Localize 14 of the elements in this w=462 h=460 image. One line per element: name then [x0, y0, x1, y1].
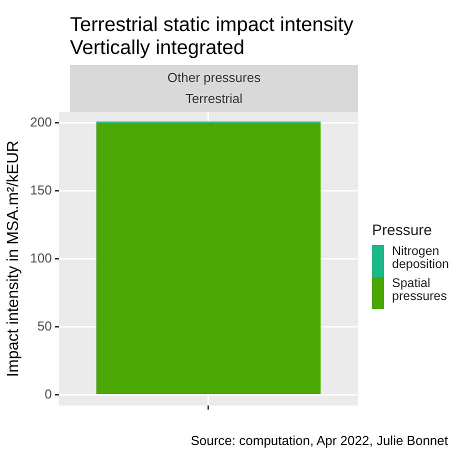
text: Spatial pressures [392, 276, 448, 303]
y-tick-label: 50 [37, 318, 52, 334]
chart-title: Terrestrial static impact intensity [70, 14, 354, 37]
y-axis-title: Impact intensity in MSA.m²/kEUR [5, 140, 22, 378]
y-tick-label: 0 [44, 386, 52, 402]
source-note: Source: computation, Apr 2022, Julie Bonnet [190, 433, 448, 448]
y-tick-label: 150 [30, 182, 52, 198]
y-tick-label: 100 [30, 250, 52, 266]
legend-title: Pressure [372, 222, 434, 239]
chart-subtitle: Vertically integrated [70, 37, 246, 60]
text: Nitrogen deposition [392, 244, 450, 271]
text: Other pressures [166, 69, 262, 87]
y-tick-label: 200 [30, 114, 52, 130]
text: Terrestrial [184, 90, 244, 108]
